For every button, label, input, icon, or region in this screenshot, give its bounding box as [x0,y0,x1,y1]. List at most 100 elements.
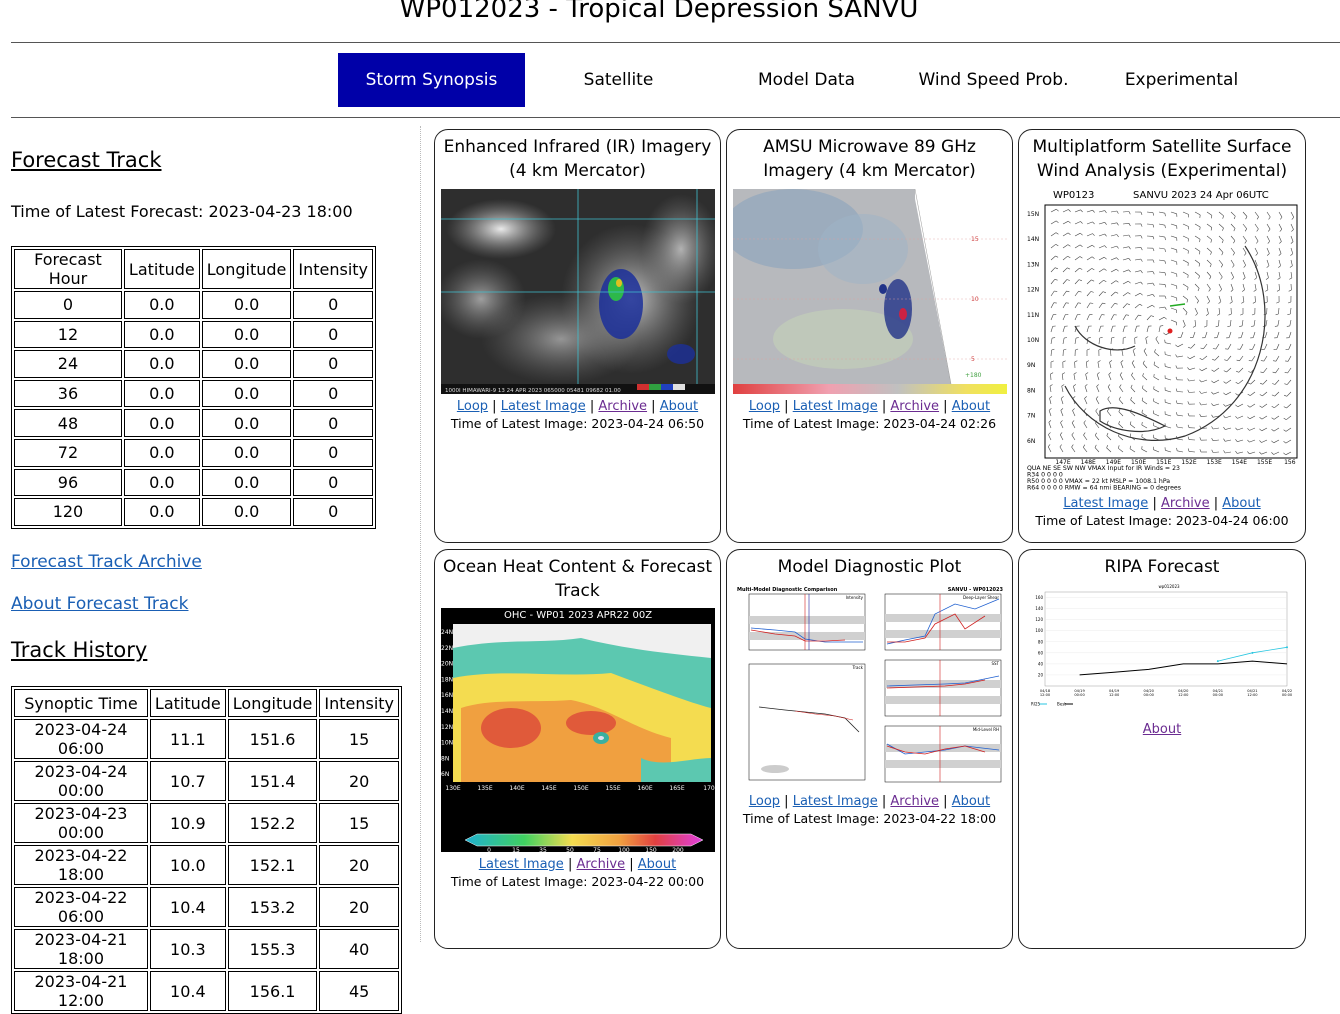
ohc-image[interactable]: OHC - WP01 2023 APR22 00Z 24N22N20N18N16… [441,608,715,852]
wind-lon-label: 154E [1232,459,1247,466]
svg-text:Intensity: Intensity [846,595,864,600]
latest-image-link[interactable]: Latest Image [501,399,586,414]
archive-link[interactable]: Archive [1161,496,1210,511]
table-cell: 155.3 [228,929,318,969]
ohc-scale-label: 35 [539,847,547,852]
ripa-y-tick: 60 [1038,650,1044,655]
ohc-scale-label: 50 [566,847,574,852]
ripa-y-tick: 20 [1038,672,1044,677]
ir-image-caption: 1000I HIMAWARI-9 13 24 APR 2023 065000 0… [445,388,621,394]
column-header: Intensity [319,689,399,717]
column-divider [420,126,421,942]
column-header: Intensity [293,249,373,289]
ohc-scale-label: 15 [512,847,520,852]
table-cell: 12 [14,321,122,349]
svg-text:Mid-Level RH: Mid-Level RH [973,727,999,732]
table-cell: 0 [293,380,373,408]
table-cell: 36 [14,380,122,408]
archive-link[interactable]: Archive [890,399,939,414]
amsu-imagery-card: AMSU Microwave 89 GHz Imagery (4 km Merc… [726,129,1013,543]
table-cell: 10.4 [150,971,226,1011]
wind-analysis-image[interactable]: WP0123 SANVU 2023 24 Apr 06UTC 15N14N13N… [1025,186,1301,492]
ohc-scale-label: 200 [672,847,684,852]
about-link[interactable]: About [952,399,990,414]
ir-imagery-card: Enhanced Infrared (IR) Imagery (4 km Mer… [434,129,721,543]
ripa-legend-label: Best [1057,702,1066,707]
table-cell: 2023-04-21 18:00 [14,929,148,969]
ripa-x-tick-time: 12:00 [1178,693,1189,697]
table-cell: 0.0 [202,380,292,408]
table-cell: 152.2 [228,803,318,843]
ohc-lon-label: 170 [703,785,715,792]
ripa-y-tick: 80 [1038,639,1044,644]
ohc-lon-label: 165E [669,785,684,792]
table-cell: 0.0 [202,498,292,526]
wind-lat-label: 11N [1027,312,1039,319]
wind-lat-label: 12N [1027,287,1039,294]
tab-wind-speed-prob[interactable]: Wind Speed Prob. [900,53,1087,107]
ripa-x-tick-time: 00:00 [1213,693,1224,697]
latest-image-link[interactable]: Latest Image [479,857,564,872]
amsu-microwave-image[interactable]: 15 10 5 +180 [733,189,1007,394]
archive-link[interactable]: Archive [598,399,647,414]
ripa-x-tick-time: 12:00 [1247,693,1258,697]
ripa-x-tick-time: 12:00 [1109,693,1120,697]
archive-link[interactable]: Archive [890,794,939,809]
forecast-track-heading: Forecast Track [11,148,162,172]
loop-link[interactable]: Loop [749,794,780,809]
tab-storm-synopsis[interactable]: Storm Synopsis [338,53,525,107]
latest-image-time: Time of Latest Image: 2023-04-24 06:50 [435,416,720,431]
table-cell: 45 [319,971,399,1011]
latest-image-link[interactable]: Latest Image [793,399,878,414]
tab-experimental[interactable]: Experimental [1088,53,1275,107]
amsu-grid-label: 15 [971,236,979,243]
card-title: Enhanced Infrared (IR) Imagery (4 km Mer… [435,130,720,183]
latest-image-link[interactable]: Latest Image [793,794,878,809]
latest-image-link[interactable]: Latest Image [1063,496,1148,511]
ripa-chart-title: wp012023 [1158,584,1180,589]
ohc-lat-label: 10N [441,740,453,747]
column-header: Longitude [228,689,318,717]
about-link[interactable]: About [638,857,676,872]
forecast-track-archive-link[interactable]: Forecast Track Archive [11,552,202,572]
table-cell: 156.1 [228,971,318,1011]
wind-lon-label: 153E [1207,459,1222,466]
about-link[interactable]: About [1222,496,1260,511]
column-header: Synoptic Time [14,689,148,717]
ohc-scale-label: 150 [645,847,657,852]
ohc-lat-label: 14N [441,708,453,715]
diag-links: Loop | Latest Image | Archive | About [727,794,1012,809]
ohc-scale-label: 0 [487,847,491,852]
tab-model-data[interactable]: Model Data [713,53,900,107]
about-link[interactable]: About [952,794,990,809]
wind-lon-label: 152E [1181,459,1196,466]
table-cell: 2023-04-24 06:00 [14,719,148,759]
ir-satellite-image[interactable]: 1000I HIMAWARI-9 13 24 APR 2023 065000 0… [441,189,715,394]
table-cell: 72 [14,439,122,467]
loop-link[interactable]: Loop [749,399,780,414]
model-diagnostic-image[interactable]: Multi-Model Diagnostic Comparison SANVU … [735,584,1005,790]
svg-text:Track: Track [852,665,864,670]
latest-forecast-time: Time of Latest Forecast: 2023-04-23 18:0… [11,202,353,221]
table-cell: 0 [293,291,373,319]
about-forecast-track-link[interactable]: About Forecast Track [11,594,189,614]
about-link[interactable]: About [660,399,698,414]
table-cell: 0.0 [124,498,200,526]
ripa-point [1251,652,1253,654]
page-title: WP012023 - Tropical Depression SANVU [0,0,1318,24]
ohc-links: Latest Image | Archive | About [435,857,720,872]
about-link[interactable]: About [1143,722,1181,737]
card-title: RIPA Forecast [1019,550,1305,579]
loop-link[interactable]: Loop [457,399,488,414]
ripa-chart[interactable]: wp012023 1601401201008060402004/1812:000… [1029,582,1299,718]
archive-link[interactable]: Archive [576,857,625,872]
table-cell: 152.1 [228,845,318,885]
tab-satellite[interactable]: Satellite [525,53,712,107]
table-cell: 10.7 [150,761,226,801]
